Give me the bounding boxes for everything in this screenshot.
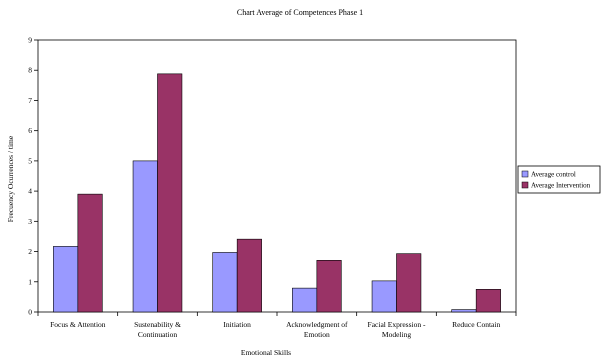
legend: Average control Average Intervention [517, 165, 601, 194]
y-tick-label: 2 [28, 247, 32, 256]
x-axis-label: Emotional Skills [241, 348, 291, 357]
bar-intervention [475, 289, 501, 313]
bar-intervention [77, 193, 103, 313]
y-tick-label: 0 [28, 308, 32, 317]
bar-control [292, 287, 318, 313]
x-tick-label: Acknowledgment of Emotion [286, 320, 348, 339]
bar-series-group [53, 73, 501, 313]
chart-title: Chart Average of Competences Phase 1 [237, 8, 363, 17]
x-axis: Focus & Attention Sustenability & Continua… [37, 312, 517, 339]
y-tick-label: 7 [28, 96, 32, 105]
bar-intervention [236, 238, 262, 313]
y-tick-label: 1 [28, 277, 32, 286]
x-tick-label: Sustenability & Continuation [134, 320, 181, 339]
bar-control [371, 280, 397, 313]
y-tick-label: 8 [28, 66, 32, 75]
y-axis-label: Frecuency Ocurrences / time [6, 135, 15, 222]
bar-intervention [316, 260, 342, 313]
bar-control [132, 160, 158, 313]
legend-swatch [521, 170, 529, 178]
x-tick-label: Focus & Attention [50, 320, 106, 329]
y-tick-label: 5 [28, 156, 32, 165]
x-tick-label: Initiation [223, 320, 251, 329]
y-tick-label: 3 [28, 217, 32, 226]
bar-control [212, 252, 238, 313]
y-tick-label: 4 [28, 187, 32, 196]
bar-control [451, 309, 477, 313]
legend-label: Average Intervention [531, 182, 591, 190]
bar-control [53, 246, 79, 313]
y-tick-label: 6 [28, 126, 32, 135]
bar-intervention [396, 253, 422, 313]
x-tick-label: Facial Expression -Modeling [368, 320, 426, 339]
y-tick-label: 9 [28, 36, 32, 45]
legend-label: Average control [531, 171, 576, 179]
x-tick-label: Reduce Contain [452, 320, 500, 329]
plot-area [37, 39, 517, 313]
y-axis: 0 1 2 3 4 5 6 7 8 9 [28, 36, 38, 317]
legend-box [517, 165, 601, 194]
bar-intervention [157, 73, 183, 313]
legend-swatch [521, 181, 529, 189]
